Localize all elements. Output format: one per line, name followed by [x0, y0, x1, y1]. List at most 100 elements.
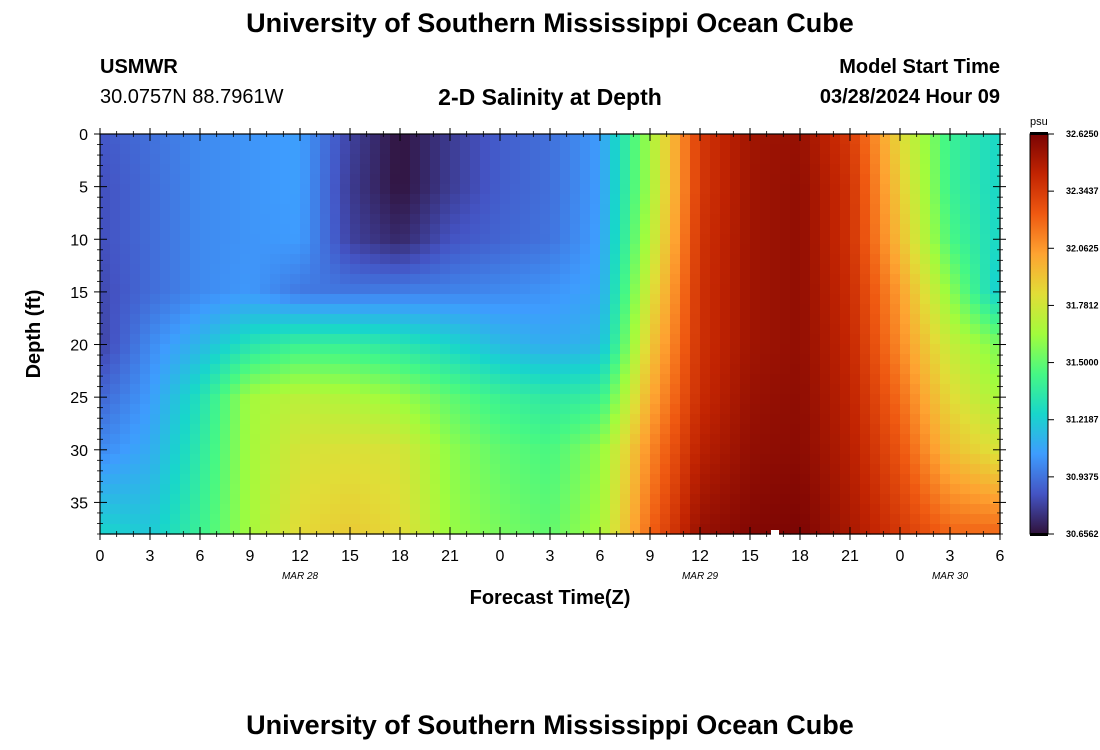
- heatmap-cell: [260, 364, 271, 375]
- heatmap-cell: [460, 324, 471, 335]
- heatmap-cell: [490, 444, 501, 455]
- heatmap-cell: [670, 364, 681, 375]
- heatmap-cell: [350, 454, 361, 465]
- heatmap-cell: [170, 244, 181, 255]
- heatmap-cell: [460, 314, 471, 325]
- heatmap-cell: [660, 264, 671, 275]
- heatmap-cell: [540, 144, 551, 155]
- heatmap-cell: [350, 474, 361, 485]
- heatmap-cell: [770, 204, 781, 215]
- heatmap-cell: [790, 354, 801, 365]
- heatmap-cell: [570, 364, 581, 375]
- heatmap-cell: [280, 284, 291, 295]
- heatmap-cell: [660, 484, 671, 495]
- heatmap-cell: [130, 424, 141, 435]
- heatmap-cell: [360, 494, 371, 505]
- heatmap-cell: [610, 474, 621, 485]
- heatmap-cell: [350, 484, 361, 495]
- heatmap-cell: [970, 164, 981, 175]
- heatmap-cell: [550, 254, 561, 265]
- heatmap-cell: [540, 394, 551, 405]
- heatmap-cell: [870, 394, 881, 405]
- heatmap-cell: [400, 164, 411, 175]
- heatmap-cell: [930, 364, 941, 375]
- heatmap-cell: [260, 194, 271, 205]
- heatmap-cell: [670, 324, 681, 335]
- heatmap-cell: [120, 354, 131, 365]
- heatmap-cell: [860, 454, 871, 465]
- heatmap-cell: [490, 414, 501, 425]
- heatmap-cell: [160, 474, 171, 485]
- heatmap-cell: [830, 184, 841, 195]
- heatmap-cell: [270, 254, 281, 265]
- heatmap-cell: [150, 384, 161, 395]
- heatmap-cell: [530, 204, 541, 215]
- heatmap-cell: [290, 334, 301, 345]
- heatmap-cell: [860, 204, 871, 215]
- heatmap-cell: [240, 414, 251, 425]
- heatmap-cell: [330, 304, 341, 315]
- heatmap-cell: [400, 394, 411, 405]
- heatmap-cell: [730, 224, 741, 235]
- colorbar-tick-label: 32.0625: [1066, 243, 1099, 253]
- heatmap-cell: [830, 244, 841, 255]
- heatmap-cell: [780, 184, 791, 195]
- heatmap-cell: [270, 514, 281, 525]
- heatmap-cell: [930, 354, 941, 365]
- heatmap-cell: [270, 484, 281, 495]
- heatmap-cell: [940, 484, 951, 495]
- heatmap-cell: [510, 184, 521, 195]
- heatmap-cell: [720, 504, 731, 515]
- heatmap-cell: [580, 394, 591, 405]
- heatmap-cell: [250, 514, 261, 525]
- heatmap-cell: [310, 184, 321, 195]
- heatmap-cell: [370, 194, 381, 205]
- heatmap-cell: [860, 304, 871, 315]
- heatmap-cell: [440, 524, 451, 535]
- heatmap-cell: [790, 284, 801, 295]
- heatmap-cell: [640, 194, 651, 205]
- heatmap-cell: [970, 324, 981, 335]
- heatmap-cell: [180, 164, 191, 175]
- heatmap-cell: [940, 274, 951, 285]
- heatmap-cell: [860, 234, 871, 245]
- heatmap-cell: [410, 434, 421, 445]
- heatmap-cell: [100, 524, 111, 535]
- heatmap-cell: [390, 474, 401, 485]
- heatmap-cell: [590, 324, 601, 335]
- heatmap-cell: [800, 244, 811, 255]
- heatmap-cell: [840, 174, 851, 185]
- heatmap-cell: [950, 374, 961, 385]
- heatmap-cell: [830, 224, 841, 235]
- heatmap-cell: [240, 184, 251, 195]
- heatmap-cell: [270, 494, 281, 505]
- heatmap-cell: [960, 334, 971, 345]
- heatmap-cell: [250, 204, 261, 215]
- heatmap-cell: [180, 204, 191, 215]
- heatmap-cell: [140, 164, 151, 175]
- x-tick-label: 3: [146, 548, 155, 565]
- heatmap-cell: [480, 174, 491, 185]
- heatmap-cell: [370, 144, 381, 155]
- heatmap-cell: [200, 144, 211, 155]
- heatmap-cell: [550, 214, 561, 225]
- heatmap-cell: [320, 244, 331, 255]
- heatmap-cell: [350, 494, 361, 505]
- heatmap-cell: [990, 144, 1001, 155]
- heatmap-cell: [530, 304, 541, 315]
- heatmap-cell: [310, 264, 321, 275]
- heatmap-cell: [900, 434, 911, 445]
- heatmap-cell: [170, 374, 181, 385]
- heatmap-cell: [460, 514, 471, 525]
- heatmap-cell: [470, 304, 481, 315]
- heatmap-cell: [460, 344, 471, 355]
- heatmap-cell: [460, 144, 471, 155]
- heatmap-cell: [690, 494, 701, 505]
- heatmap-cell: [460, 284, 471, 295]
- heatmap-cell: [370, 244, 381, 255]
- heatmap-cell: [180, 154, 191, 165]
- heatmap-cell: [230, 344, 241, 355]
- heatmap-cell: [740, 294, 751, 305]
- heatmap-cell: [940, 464, 951, 475]
- heatmap-cell: [410, 214, 421, 225]
